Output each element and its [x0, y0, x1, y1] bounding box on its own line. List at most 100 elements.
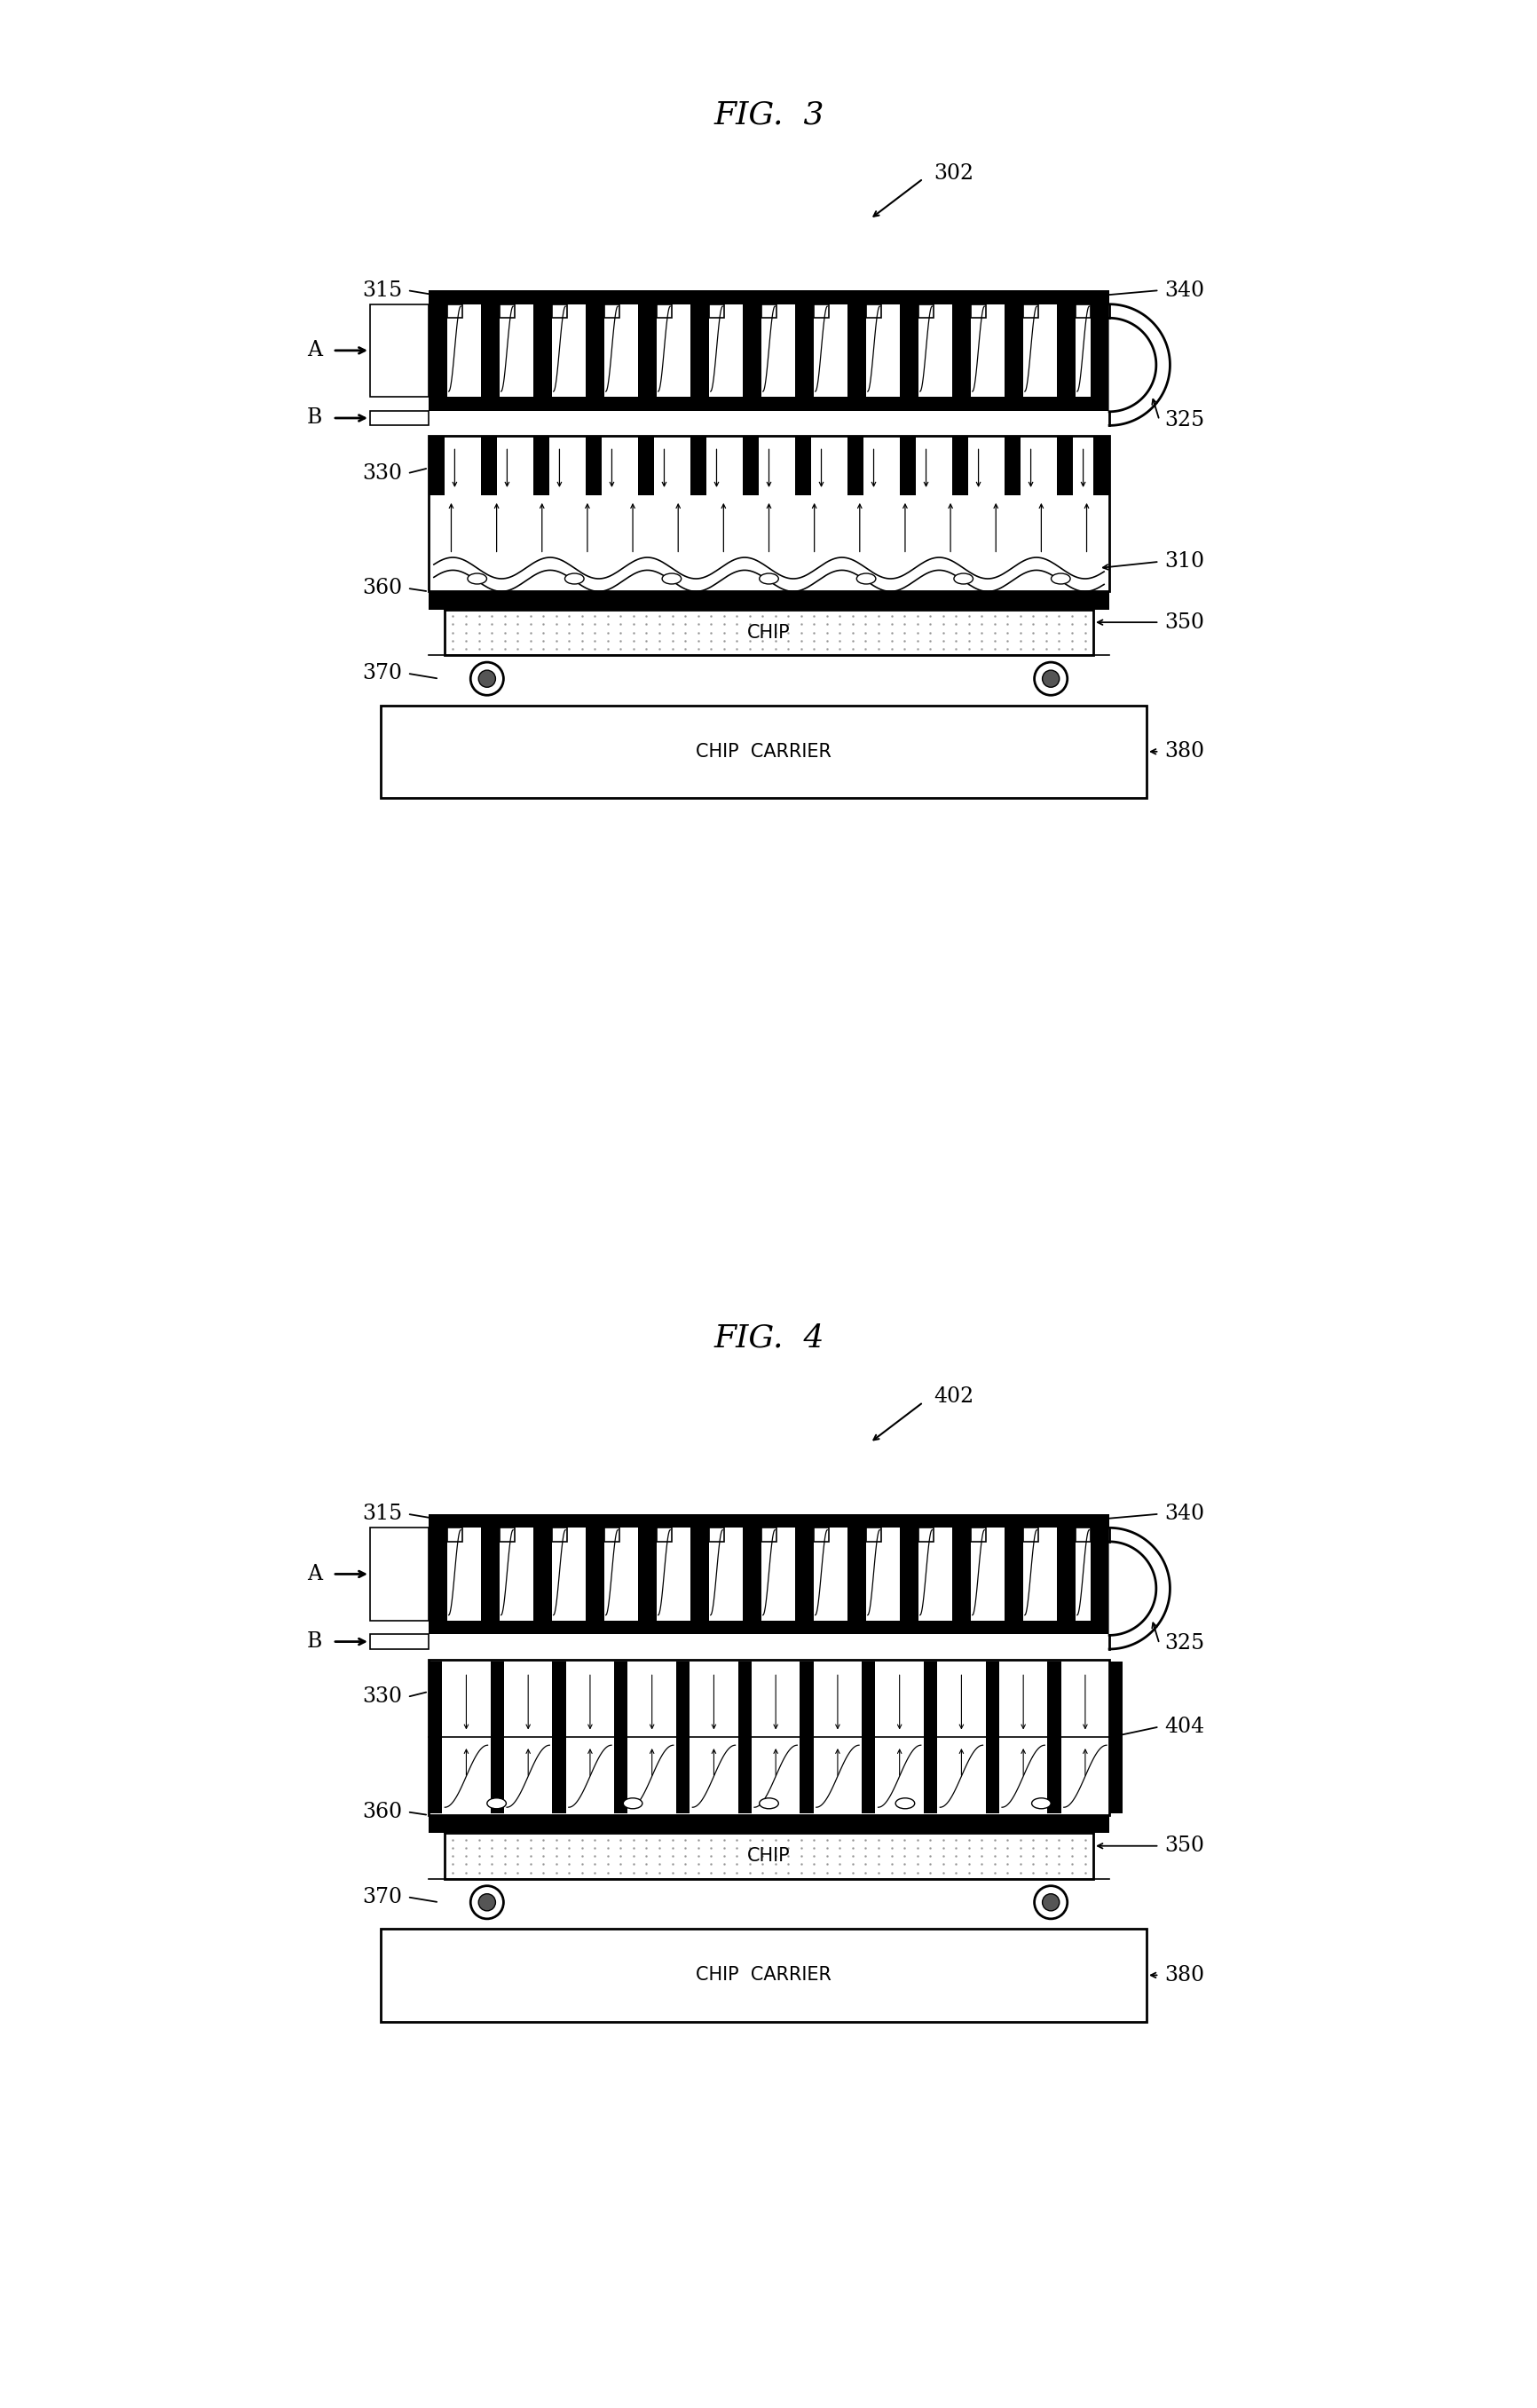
- Bar: [429, 436, 444, 496]
- Bar: [656, 1527, 672, 1541]
- Ellipse shape: [662, 573, 681, 585]
- Bar: [429, 1662, 443, 1813]
- Bar: [1047, 1662, 1061, 1813]
- Bar: [761, 303, 776, 318]
- Bar: [381, 1929, 1147, 2020]
- Bar: [533, 303, 552, 397]
- Bar: [1090, 1527, 1108, 1621]
- Bar: [429, 436, 1108, 592]
- Bar: [1056, 303, 1074, 397]
- Bar: [899, 303, 918, 397]
- Bar: [924, 1662, 936, 1813]
- Bar: [429, 1527, 447, 1621]
- Text: A: A: [307, 340, 321, 361]
- Ellipse shape: [467, 573, 486, 585]
- Circle shape: [470, 1885, 503, 1919]
- Bar: [533, 436, 549, 496]
- Bar: [676, 1662, 689, 1813]
- Bar: [500, 1527, 515, 1541]
- Ellipse shape: [487, 1799, 506, 1808]
- Bar: [813, 303, 828, 318]
- Bar: [1056, 1527, 1074, 1621]
- Bar: [1090, 303, 1108, 397]
- Text: 360: 360: [361, 578, 401, 600]
- Text: 402: 402: [933, 1387, 973, 1406]
- Bar: [918, 303, 933, 318]
- Bar: [429, 1515, 1108, 1527]
- Bar: [709, 1527, 724, 1541]
- Bar: [444, 1832, 1093, 1878]
- Bar: [1074, 303, 1090, 318]
- Bar: [709, 303, 724, 318]
- Polygon shape: [1108, 303, 1170, 426]
- Bar: [738, 1662, 752, 1813]
- Text: 330: 330: [361, 462, 401, 484]
- Ellipse shape: [1031, 1799, 1050, 1808]
- Bar: [951, 436, 967, 496]
- Text: 302: 302: [933, 164, 973, 183]
- Bar: [604, 1527, 619, 1541]
- Bar: [429, 303, 447, 397]
- Bar: [656, 303, 672, 318]
- Bar: [481, 303, 500, 397]
- Bar: [813, 1527, 828, 1541]
- Circle shape: [478, 669, 495, 686]
- Bar: [865, 303, 881, 318]
- Ellipse shape: [622, 1799, 642, 1808]
- Bar: [447, 1527, 463, 1541]
- Text: FIG.  3: FIG. 3: [713, 99, 824, 130]
- Text: FIG.  4: FIG. 4: [713, 1324, 824, 1353]
- Bar: [985, 1662, 999, 1813]
- Bar: [638, 1527, 656, 1621]
- Bar: [370, 412, 429, 426]
- Text: 370: 370: [361, 1888, 401, 1907]
- Circle shape: [1042, 669, 1059, 686]
- Bar: [586, 1527, 604, 1621]
- Ellipse shape: [856, 573, 875, 585]
- Bar: [586, 436, 601, 496]
- Circle shape: [478, 1893, 495, 1912]
- Bar: [604, 303, 619, 318]
- Bar: [847, 436, 862, 496]
- Bar: [1093, 436, 1108, 496]
- Bar: [951, 303, 970, 397]
- Bar: [1056, 436, 1073, 496]
- Bar: [899, 436, 915, 496]
- Bar: [742, 303, 761, 397]
- Circle shape: [470, 662, 503, 696]
- Bar: [1004, 1527, 1022, 1621]
- Text: B: B: [306, 407, 321, 429]
- Bar: [429, 291, 1108, 303]
- Bar: [1022, 1527, 1037, 1541]
- Bar: [861, 1662, 875, 1813]
- Bar: [552, 1662, 566, 1813]
- Bar: [381, 706, 1147, 797]
- Circle shape: [1034, 662, 1067, 696]
- Bar: [951, 1527, 970, 1621]
- Bar: [847, 1527, 865, 1621]
- Bar: [429, 397, 1108, 412]
- Bar: [429, 1621, 1108, 1635]
- Bar: [586, 303, 604, 397]
- Text: 315: 315: [361, 1503, 401, 1524]
- Text: CHIP: CHIP: [747, 1847, 790, 1864]
- Bar: [690, 303, 709, 397]
- Ellipse shape: [564, 573, 584, 585]
- Ellipse shape: [895, 1799, 915, 1808]
- Text: A: A: [307, 1563, 321, 1584]
- Ellipse shape: [1051, 573, 1070, 585]
- Text: B: B: [306, 1633, 321, 1652]
- Bar: [370, 1635, 429, 1649]
- Circle shape: [1042, 1893, 1059, 1912]
- Bar: [429, 1816, 1108, 1832]
- Bar: [742, 436, 758, 496]
- Bar: [613, 1662, 627, 1813]
- Bar: [481, 436, 496, 496]
- Text: CHIP  CARRIER: CHIP CARRIER: [695, 1967, 832, 1984]
- Bar: [918, 1527, 933, 1541]
- Bar: [690, 436, 705, 496]
- Bar: [795, 303, 813, 397]
- Bar: [444, 609, 1093, 655]
- Bar: [429, 592, 1108, 609]
- Text: 325: 325: [1164, 409, 1203, 431]
